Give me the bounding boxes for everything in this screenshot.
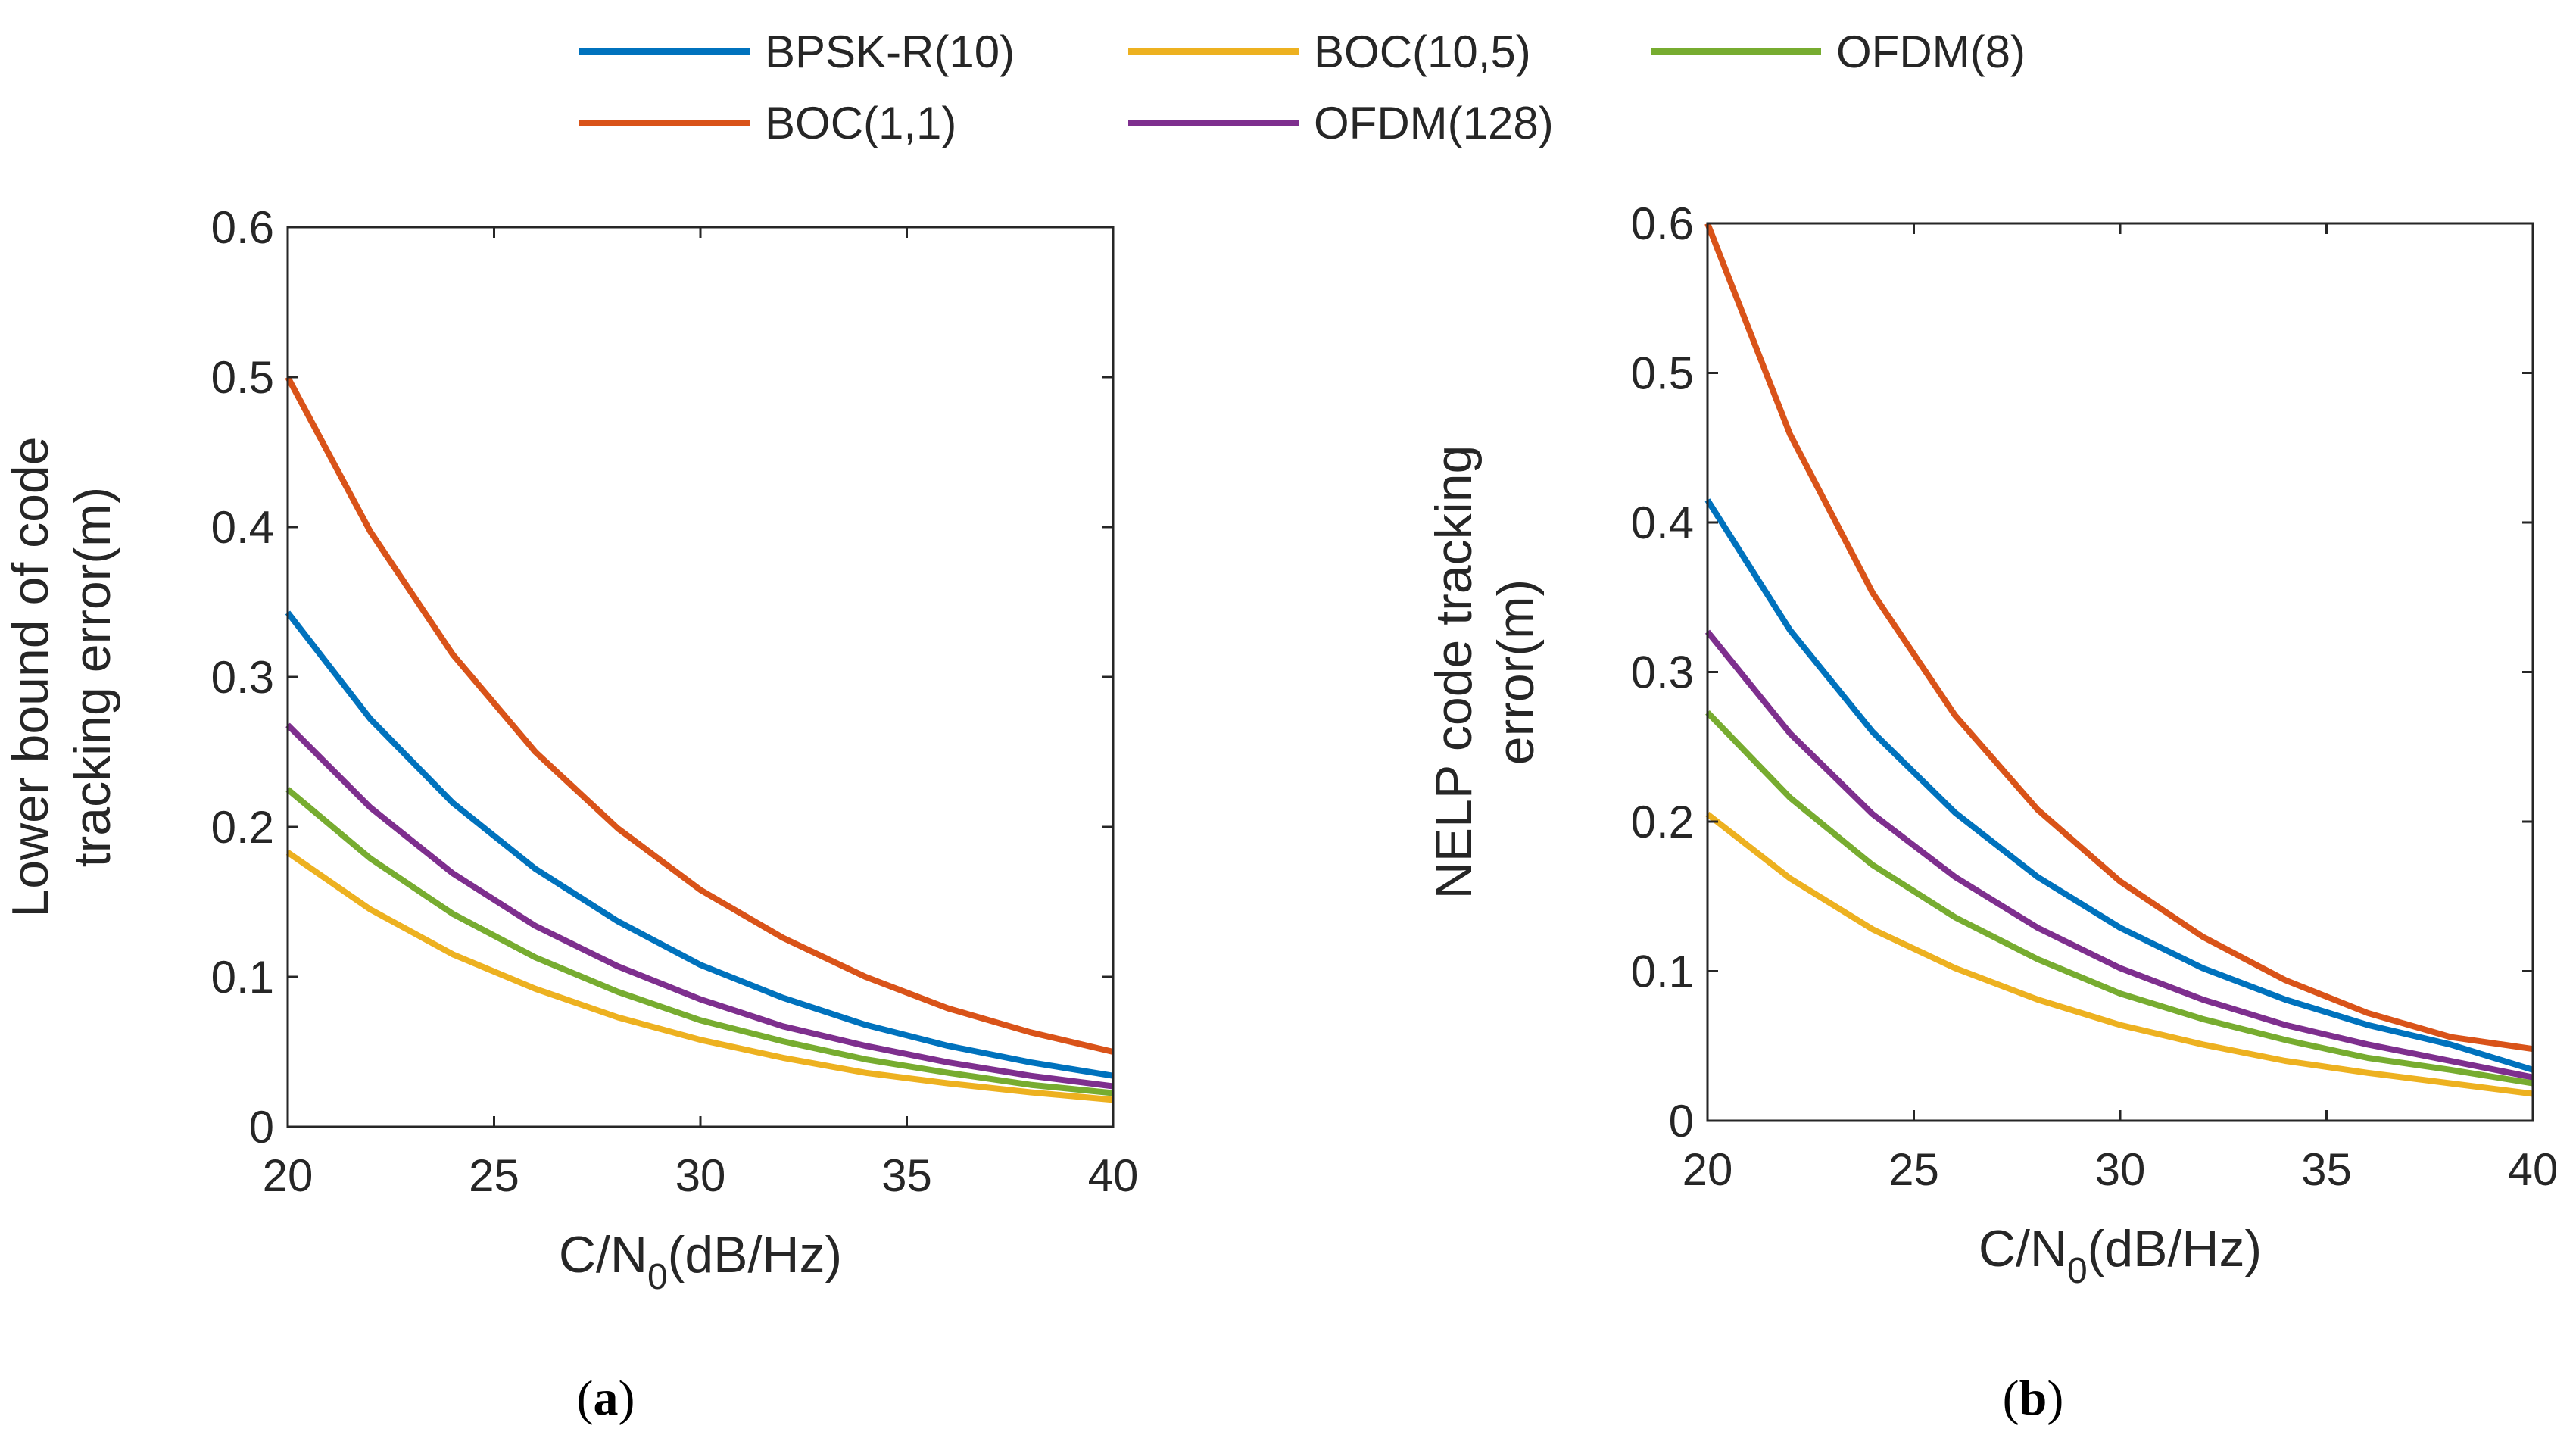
x-label-main: C/N (1979, 1220, 2067, 1277)
y-tick-label: 0.6 (1631, 198, 1694, 249)
y-tick-label: 0 (249, 1102, 274, 1153)
panel-caption: (a) (577, 1371, 635, 1426)
y-tick-label: 0.1 (1631, 947, 1694, 997)
caption-open: ( (2003, 1371, 2019, 1426)
x-label-subscript: 0 (647, 1257, 668, 1297)
panel-caption: (b) (2003, 1371, 2064, 1426)
caption-letter: a (594, 1371, 619, 1426)
series-line-ofdm-8 (1705, 710, 2534, 1087)
legend-label: BOC(1,1) (765, 98, 956, 148)
y-label-line: tracking error(m) (64, 487, 121, 868)
axes-box (286, 226, 1115, 1128)
legend-label: OFDM(128) (1314, 98, 1554, 148)
y-tick-label: 0.3 (211, 652, 274, 703)
caption-open: ( (577, 1371, 594, 1426)
x-label-units: (dB/Hz) (2088, 1220, 2262, 1277)
panel-a: 20 25 30 35 4000.10.20.30.40.50.6C/N0(dB/Hz)… (2, 202, 1138, 1426)
y-tick-label: 0 (1669, 1096, 1694, 1146)
x-axis-label: C/N0(dB/Hz) (1979, 1220, 2262, 1291)
x-tick-label: 40 (1088, 1150, 1139, 1201)
y-axis-label: Lower bound of codetracking error(m) (2, 436, 121, 917)
panel-b: 20 25 30 35 4000.10.20.30.40.50.6C/N0(dB/Hz)… (1425, 198, 2558, 1426)
y-tick-label: 0.5 (1631, 348, 1694, 399)
legend-label: BOC(10,5) (1314, 27, 1531, 77)
series-line-boc-1-1 (285, 376, 1114, 1055)
legend-item-ofdm-8: OFDM(8) (1651, 27, 2026, 77)
x-tick-label: 30 (675, 1150, 726, 1201)
x-tick-label: 25 (1888, 1144, 1939, 1195)
y-tick-label: 0.4 (211, 502, 274, 553)
series-line-bpsk-r-10 (1704, 498, 2534, 1073)
legend-item-boc-10-5: BOC(10,5) (1128, 27, 1531, 77)
y-label-line: NELP code tracking (1425, 445, 1483, 900)
y-axis-label: NELP code trackingerror(m) (1425, 445, 1545, 900)
legend-item-ofdm-128: OFDM(128) (1128, 98, 1554, 148)
y-label-line: Lower bound of code (2, 436, 59, 917)
caption-letter: b (2019, 1371, 2047, 1426)
legend-label: OFDM(8) (1836, 27, 2026, 77)
legend: BPSK-R(10) BOC(10,5) OFDM(8) BOC(1,1) OFDM(1… (579, 27, 2026, 148)
x-tick-label: 20 (1683, 1144, 1733, 1195)
legend-item-boc-1-1: BOC(1,1) (579, 98, 956, 148)
x-tick-label: 20 (263, 1150, 313, 1201)
x-label-subscript: 0 (2067, 1251, 2088, 1291)
y-tick-label: 0.6 (211, 202, 274, 253)
series-line-bpsk-r-10 (285, 610, 1114, 1079)
series-line-ofdm-128 (1704, 629, 2534, 1081)
y-tick-label: 0.2 (211, 802, 274, 853)
series-line-boc-1-1 (1704, 222, 2534, 1053)
axes-box (1706, 222, 2534, 1122)
y-tick-label: 0.4 (1631, 498, 1694, 548)
caption-close: ) (2047, 1371, 2063, 1426)
legend-label: BPSK-R(10) (765, 27, 1015, 77)
x-tick-label: 30 (2095, 1144, 2146, 1195)
x-tick-label: 25 (469, 1150, 519, 1201)
legend-item-bpsk-r-10: BPSK-R(10) (579, 27, 1015, 77)
x-axis-label: C/N0(dB/Hz) (559, 1226, 842, 1297)
y-tick-label: 0.3 (1631, 647, 1694, 698)
y-label-line: error(m) (1487, 579, 1545, 766)
y-tick-label: 0.2 (1631, 797, 1694, 847)
series-line-boc-10-5 (1705, 811, 2534, 1097)
series-line-ofdm-128 (285, 722, 1114, 1090)
x-tick-label: 40 (2508, 1144, 2559, 1195)
y-tick-label: 0.1 (211, 952, 274, 1003)
x-label-main: C/N (559, 1226, 647, 1284)
x-label-units: (dB/Hz) (668, 1226, 842, 1284)
y-tick-label: 0.5 (211, 352, 274, 403)
series-line-boc-10-5 (285, 850, 1114, 1103)
x-tick-label: 35 (881, 1150, 932, 1201)
series-line-ofdm-8 (285, 787, 1114, 1096)
caption-close: ) (619, 1371, 635, 1426)
x-tick-label: 35 (2301, 1144, 2352, 1195)
